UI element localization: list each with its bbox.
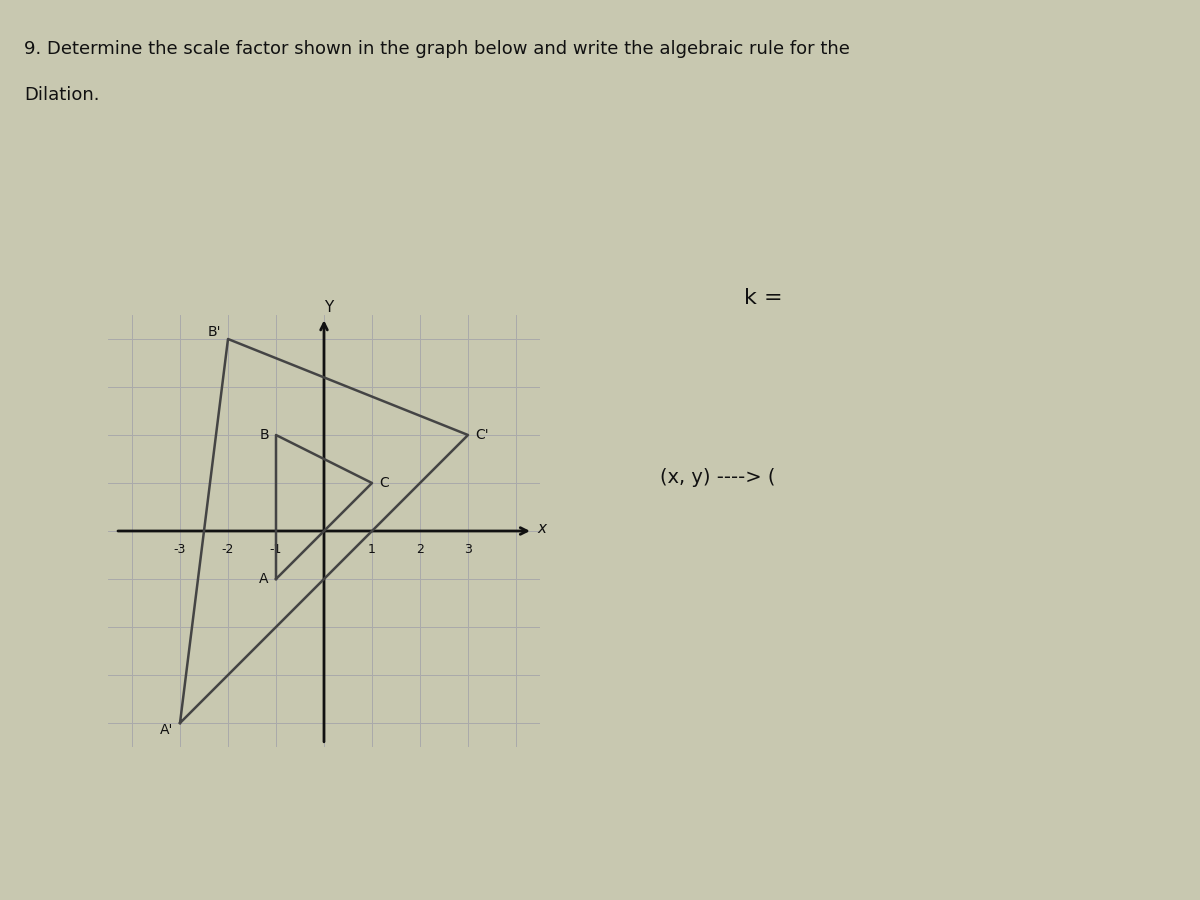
Text: 1: 1 (368, 543, 376, 556)
Text: C': C' (475, 428, 488, 442)
Text: -1: -1 (270, 543, 282, 556)
Text: A': A' (160, 723, 173, 737)
Text: x: x (538, 521, 547, 536)
Text: B: B (259, 428, 269, 442)
Text: -3: -3 (174, 543, 186, 556)
Text: Dilation.: Dilation. (24, 86, 100, 104)
Text: C: C (379, 476, 389, 490)
Text: B': B' (208, 325, 221, 339)
Text: 3: 3 (464, 543, 472, 556)
Text: A: A (259, 572, 269, 586)
Text: (x, y) ----> (: (x, y) ----> ( (660, 468, 775, 487)
Text: -2: -2 (222, 543, 234, 556)
Text: 2: 2 (416, 543, 424, 556)
Text: k =: k = (744, 288, 782, 308)
Text: Y: Y (324, 300, 334, 315)
Text: 9. Determine the scale factor shown in the graph below and write the algebraic r: 9. Determine the scale factor shown in t… (24, 40, 850, 58)
